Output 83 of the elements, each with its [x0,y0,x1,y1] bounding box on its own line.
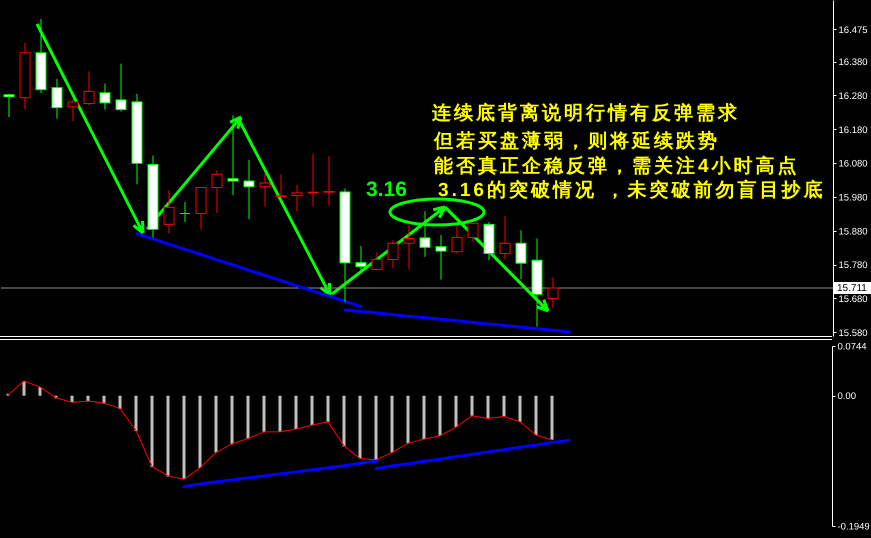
candlestick [308,154,318,207]
candlestick [324,156,334,206]
candlestick [68,98,78,122]
candlestick [420,210,430,258]
annotation: 3.16 [366,178,407,201]
y-tick-label: 16.475 [838,24,868,36]
y-tick-label: 16.380 [838,57,868,68]
bar [502,396,506,416]
candlestick [52,78,62,120]
bar [182,396,186,480]
y-tick-label: 15.780 [838,260,868,272]
candlestick [404,224,414,270]
bar [422,396,426,440]
bar [230,396,234,445]
bar [374,396,378,461]
candlestick [436,234,446,280]
bar [486,396,490,420]
annotation: 能否真正企稳反弹，需关注4小时高点 [434,156,800,177]
candlestick [548,276,558,309]
bar [38,387,42,396]
candlestick [212,170,222,214]
candlestick [164,190,174,234]
bar [294,396,298,430]
bar [390,396,394,453]
bar [262,396,266,432]
bar [534,396,538,436]
y-tick-label: 15.880 [838,226,868,238]
line-series [374,439,570,470]
candlestick [180,202,190,222]
candlestick [260,173,270,207]
candlestick [388,240,398,269]
candlestick [452,224,462,254]
line-series [344,308,570,334]
bar [278,396,282,432]
candlestick [356,245,366,272]
y-tick-label: 15.680 [838,294,868,305]
bar [118,396,122,410]
annotation: 3.16的突破情况 ，未突破前勿盲目抄底 [438,180,826,201]
candlestick [100,83,110,110]
bar [518,396,522,422]
candlestick [276,174,286,198]
line-series [136,232,362,308]
candlestick [84,70,94,106]
line-series [182,460,378,488]
candlestick [116,63,126,112]
candlestick [468,222,478,242]
y-tick-label: 0.0744 [838,342,867,352]
y-tick-label: 0.00 [838,391,856,402]
annotation: 连续底背离说明行情有反弹需求 [432,103,740,124]
candlestick [4,93,14,118]
candlestick [228,114,238,196]
bar [550,396,554,440]
candlestick [500,216,510,260]
bar [470,396,474,416]
bar [438,396,442,436]
ref-line-label: 15.711 [837,282,868,294]
y-tick-label: 16.280 [838,90,868,102]
candlestick [244,159,254,220]
bar [454,396,458,428]
candlestick [516,230,526,280]
bar [214,396,218,453]
bar [70,396,74,402]
candlestick [292,184,302,212]
bar [198,396,202,468]
bar [326,396,330,422]
candlestick [372,252,382,272]
annotation: 但若买盘薄弱，则将延续跌势 [434,131,720,152]
bar [86,396,90,402]
bar [342,396,346,447]
bar [150,396,154,468]
bar [134,396,138,432]
line-series [8,380,552,480]
bar [246,396,250,440]
bar [22,381,26,396]
y-tick-label: 15.580 [838,328,868,339]
bar [166,396,170,477]
bar [310,396,314,426]
y-tick-label: -0.1949 [838,522,870,532]
bar [358,396,362,459]
y-tick-label: 15.980 [838,192,868,204]
bar [406,396,410,444]
y-tick-label: 16.180 [838,124,868,136]
y-tick-label: 16.080 [838,158,868,170]
